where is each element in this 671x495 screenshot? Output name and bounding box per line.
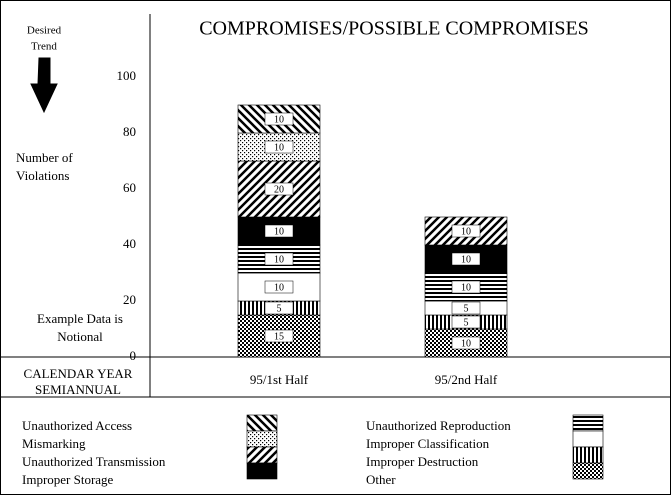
trend-note: Desired [27, 25, 62, 37]
y-tick-label: 0 [130, 348, 137, 363]
data-label: 5 [464, 317, 469, 328]
y-tick-label: 40 [123, 236, 136, 251]
data-label: 10 [274, 142, 284, 153]
label-box [264, 329, 294, 343]
label-box [264, 140, 294, 154]
legend-label: Improper Classification [366, 436, 490, 451]
legend-swatch [572, 446, 604, 464]
data-label: 10 [274, 282, 284, 293]
data-label: 10 [274, 226, 284, 237]
y-tick-label: 20 [123, 292, 136, 307]
y-axis-label: Violations [16, 168, 69, 183]
label-box [264, 252, 294, 266]
data-label: 15 [274, 331, 284, 342]
data-label: 20 [274, 184, 284, 195]
x-axis-label: CALENDAR YEAR [24, 366, 133, 381]
trend-arrow [30, 57, 58, 114]
label-box [451, 224, 481, 238]
data-label: 10 [274, 114, 284, 125]
note: Example Data is [37, 311, 123, 326]
data-label: 10 [461, 254, 471, 265]
legend-swatch [246, 430, 278, 448]
data-label: 10 [274, 254, 284, 265]
label-box [264, 280, 294, 294]
data-label: 5 [464, 303, 469, 314]
y-axis-label: Number of [16, 150, 73, 165]
note: Notional [57, 329, 103, 344]
legend-swatch [572, 430, 604, 448]
y-tick-label: 60 [123, 180, 136, 195]
x-tick-label: 95/2nd Half [435, 372, 498, 387]
legend-label: Improper Storage [22, 472, 114, 487]
label-box [451, 336, 481, 350]
y-tick-label: 100 [117, 68, 137, 83]
legend-label: Improper Destruction [366, 454, 479, 469]
trend-note: Trend [31, 41, 57, 53]
legend-swatch [246, 462, 278, 480]
legend-label: Unauthorized Access [22, 418, 132, 433]
label-box [264, 224, 294, 238]
legend-swatch [572, 414, 604, 432]
label-box [264, 182, 294, 196]
label-box [451, 280, 481, 294]
label-box [451, 301, 481, 315]
label-box [264, 301, 294, 315]
label-box [264, 112, 294, 126]
data-label: 5 [277, 303, 282, 314]
legend-label: Other [366, 472, 396, 487]
legend-label: Unauthorized Reproduction [366, 418, 511, 433]
label-box [451, 252, 481, 266]
legend-swatch [246, 446, 278, 464]
legend-swatch [572, 462, 604, 480]
data-label: 10 [461, 282, 471, 293]
chart-title: COMPROMISES/POSSIBLE COMPROMISES [199, 18, 589, 40]
data-label: 10 [461, 338, 471, 349]
y-tick-label: 80 [123, 124, 136, 139]
legend-swatch [246, 414, 278, 432]
legend-label: Unauthorized Transmission [22, 454, 166, 469]
x-tick-label: 95/1st Half [250, 372, 309, 387]
data-label: 10 [461, 226, 471, 237]
x-axis-label: SEMIANNUAL [35, 382, 121, 397]
label-box [451, 315, 481, 329]
legend-label: Mismarking [22, 436, 86, 451]
